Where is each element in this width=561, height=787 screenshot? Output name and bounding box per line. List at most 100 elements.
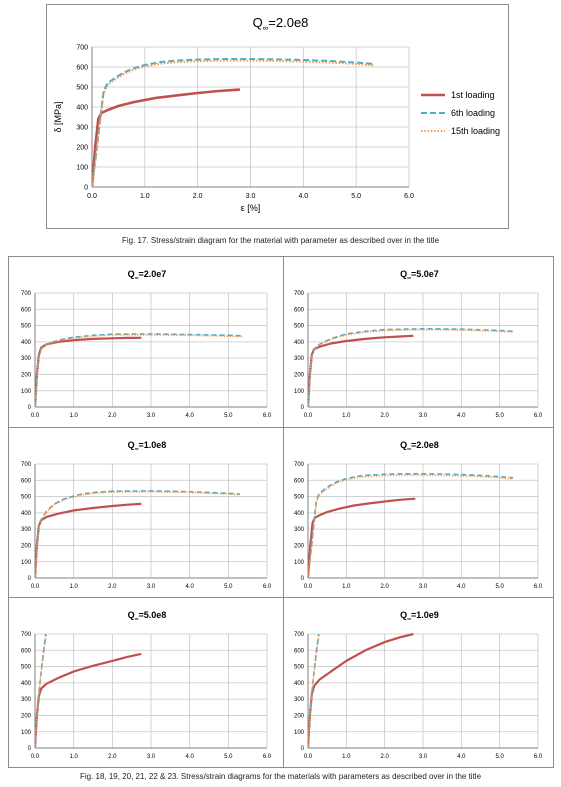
- x-tick-label: 3.0: [147, 584, 156, 590]
- y-tick-label: 700: [76, 44, 88, 51]
- y-tick-label: 0: [28, 746, 32, 752]
- x-tick-label: 2.0: [380, 584, 389, 590]
- x-tick-label: 1.0: [69, 413, 78, 419]
- chart-title: Q∞=1.0e9: [400, 610, 439, 622]
- y-tick-label: 0: [301, 746, 305, 752]
- x-tick-label: 5.0: [495, 754, 504, 760]
- y-tick-label: 300: [21, 356, 32, 362]
- chart-svg-2: Q∞=5.0e7 0 100 200 300 400 500 600 700 0.0 1.0 2.0 3…: [294, 269, 543, 419]
- x-tick-label: 1.0: [69, 584, 78, 590]
- series-line-1: [35, 652, 142, 748]
- x-tick-label: 4.0: [185, 413, 194, 419]
- x-tick-label: 6.0: [534, 413, 543, 419]
- y-tick-label: 200: [294, 714, 305, 720]
- chart-svg-6: Q∞=1.0e9 0 100 200 300 400 500 600 700 0.0 1.0 2.0 3…: [294, 610, 543, 760]
- series-line-2: [308, 633, 320, 748]
- x-axis-label: ε [%]: [241, 203, 261, 213]
- y-tick-label: 200: [21, 544, 32, 550]
- y-axis-label: δ [MPa]: [53, 101, 63, 132]
- x-tick-label: 5.0: [495, 413, 504, 419]
- y-tick-label: 300: [294, 527, 305, 533]
- x-tick-label: 0.0: [304, 584, 313, 590]
- y-tick-label: 500: [294, 324, 305, 330]
- y-tick-label: 500: [76, 84, 88, 91]
- x-tick-label: 2.0: [380, 413, 389, 419]
- x-tick-label: 2.0: [193, 193, 203, 200]
- y-tick-label: 600: [294, 307, 305, 313]
- y-tick-label: 200: [294, 373, 305, 379]
- chart-panel-3: Q∞=1.0e8 0 100 200 300 400 500 600 700 0.0 1.0 2.0 3…: [8, 427, 284, 598]
- caption-fig18-23: Fig. 18, 19, 20, 21, 22 & 23. Stress/str…: [79, 772, 482, 781]
- y-tick-label: 300: [21, 697, 32, 703]
- x-tick-label: 0.0: [87, 193, 97, 200]
- x-tick-label: 3.0: [419, 754, 428, 760]
- y-tick-label: 0: [301, 576, 305, 582]
- x-tick-label: 6.0: [263, 754, 272, 760]
- series-line-2: [35, 333, 242, 407]
- x-tick-label: 0.0: [31, 754, 40, 760]
- y-tick-label: 500: [294, 495, 305, 501]
- legend-label-2: 6th loading: [451, 108, 495, 118]
- chart-title: Q∞=2.0e8: [253, 15, 309, 32]
- y-tick-label: 600: [294, 478, 305, 484]
- x-tick-label: 3.0: [419, 584, 428, 590]
- x-tick-label: 4.0: [185, 754, 194, 760]
- x-tick-label: 3.0: [147, 413, 156, 419]
- x-tick-label: 3.0: [419, 413, 428, 419]
- y-tick-label: 0: [301, 405, 305, 411]
- series-line-3: [308, 633, 320, 748]
- y-tick-label: 100: [294, 389, 305, 395]
- series-line-2: [35, 490, 240, 578]
- x-tick-label: 5.0: [495, 584, 504, 590]
- x-tick-label: 6.0: [534, 584, 543, 590]
- x-tick-label: 1.0: [342, 754, 351, 760]
- y-tick-label: 400: [294, 340, 305, 346]
- series-line-3: [35, 490, 240, 578]
- x-tick-label: 6.0: [534, 754, 543, 760]
- x-tick-label: 6.0: [263, 413, 272, 419]
- chart-panel-1: Q∞=2.0e7 0 100 200 300 400 500 600 700 0.0 1.0 2.0 3…: [8, 256, 284, 428]
- y-tick-label: 600: [294, 648, 305, 654]
- x-tick-label: 4.0: [185, 584, 194, 590]
- x-tick-label: 0.0: [304, 413, 313, 419]
- x-tick-label: 6.0: [404, 193, 414, 200]
- x-tick-label: 5.0: [351, 193, 361, 200]
- x-tick-label: 2.0: [108, 413, 117, 419]
- chart-panel-6: Q∞=1.0e9 0 100 200 300 400 500 600 700 0.0 1.0 2.0 3…: [283, 597, 554, 768]
- y-tick-label: 0: [28, 576, 32, 582]
- x-tick-label: 5.0: [224, 413, 233, 419]
- y-tick-label: 100: [294, 730, 305, 736]
- y-tick-label: 500: [21, 495, 32, 501]
- y-tick-label: 300: [294, 697, 305, 703]
- series-line-2: [35, 633, 47, 748]
- y-tick-label: 300: [76, 124, 88, 131]
- x-tick-label: 2.0: [108, 754, 117, 760]
- y-tick-label: 700: [21, 291, 32, 297]
- y-tick-label: 700: [294, 462, 305, 468]
- y-tick-label: 100: [21, 560, 32, 566]
- series-line-2: [308, 472, 514, 578]
- series-line-3: [308, 474, 514, 578]
- y-tick-label: 700: [21, 632, 32, 638]
- y-tick-label: 100: [76, 164, 88, 171]
- legend-label-1: 1st loading: [451, 90, 495, 100]
- chart-title: Q∞=2.0e8: [400, 440, 439, 452]
- y-tick-label: 600: [21, 648, 32, 654]
- chart-svg-5: Q∞=5.0e8 0 100 200 300 400 500 600 700 0.0 1.0 2.0 3…: [21, 610, 272, 760]
- series-line-3: [92, 59, 375, 187]
- x-tick-label: 1.0: [69, 754, 78, 760]
- y-tick-label: 400: [294, 681, 305, 687]
- chart-svg-1: Q∞=2.0e7 0 100 200 300 400 500 600 700 0.0 1.0 2.0 3…: [21, 269, 272, 419]
- y-tick-label: 500: [294, 665, 305, 671]
- x-tick-label: 1.0: [342, 584, 351, 590]
- chart-svg-4: Q∞=2.0e8 0 100 200 300 400 500 600 700 0.0 1.0 2.0 3…: [294, 440, 543, 590]
- series-line-1: [35, 336, 142, 407]
- chart-title: Q∞=5.0e7: [400, 269, 439, 281]
- x-tick-label: 0.0: [31, 413, 40, 419]
- y-tick-label: 400: [21, 681, 32, 687]
- chart-title: Q∞=2.0e7: [128, 269, 167, 281]
- x-tick-label: 6.0: [263, 584, 272, 590]
- y-tick-label: 600: [21, 307, 32, 313]
- y-tick-label: 200: [294, 544, 305, 550]
- x-tick-label: 0.0: [31, 584, 40, 590]
